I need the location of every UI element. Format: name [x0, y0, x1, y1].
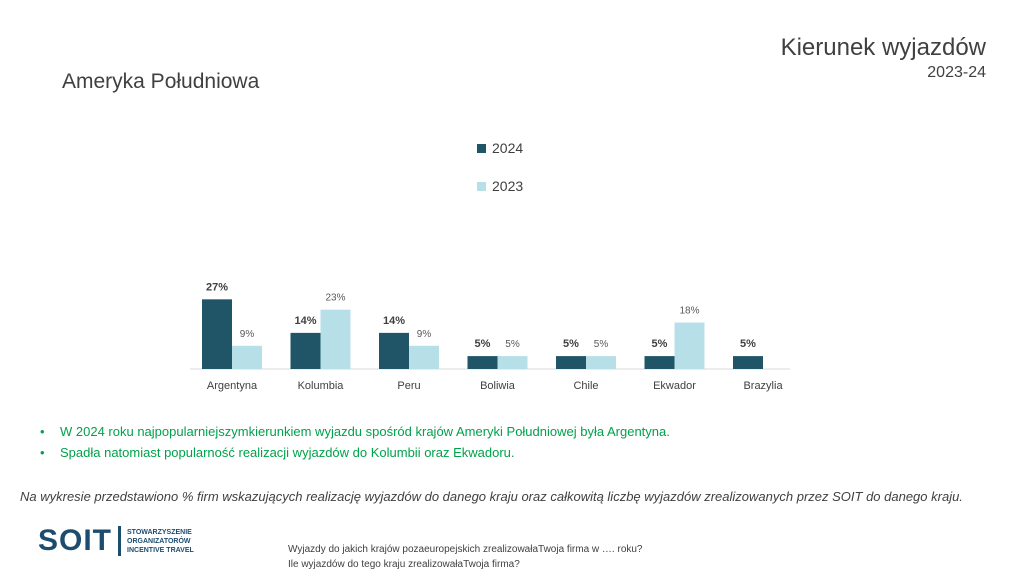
data-label-2024-kolumbia: 14%	[294, 315, 316, 327]
logo-line: STOWARZYSZENIE	[127, 528, 192, 536]
page-title: Kierunek wyjazdów	[780, 34, 986, 61]
data-label-2023-argentyna: 9%	[240, 329, 255, 340]
bar-2024-ekwador	[644, 356, 675, 369]
data-label-2024-chile: 5%	[563, 338, 579, 350]
soit-logo: SOIT STOWARZYSZENIE ORGANIZATORÓW INCENT…	[38, 526, 194, 556]
bar-2024-kolumbia	[290, 332, 321, 369]
category-label-chile: Chile	[573, 380, 598, 392]
category-label-ekwador: Ekwador	[653, 380, 696, 392]
summary-bullets: • W 2024 roku najpopularniejszymkierunkie…	[38, 421, 670, 463]
logo-line: INCENTIVE TRAVEL	[127, 546, 194, 554]
bar-2023-chile	[586, 356, 616, 369]
logo-wordmark: SOIT	[38, 524, 113, 557]
bullet-dot: •	[40, 424, 45, 439]
data-label-2024-peru: 14%	[383, 315, 405, 327]
bar-2023-boliwia	[497, 356, 528, 369]
data-label-2023-chile: 5%	[594, 339, 609, 350]
bar-chart: 27% 9% Argentyna 14% 23% Kolumbia 14% 9% Peru 5% 5…	[190, 281, 790, 392]
data-label-2024-boliwia: 5%	[475, 338, 491, 350]
legend-item-2023: 2023	[477, 176, 523, 196]
survey-question: Wyjazdy do jakich krajów pozaeuropejskic…	[288, 542, 643, 572]
legend-label-2023: 2023	[492, 178, 524, 194]
region-heading: Ameryka Południowa	[62, 70, 260, 93]
bar-2024-peru	[379, 332, 409, 369]
legend-item-2024: 2024	[477, 138, 523, 158]
question-line: Ile wyjazdów do tego kraju zrealizowałaT…	[288, 559, 520, 570]
page-subtitle: 2023-24	[927, 64, 986, 81]
bullet-item: • Spadła natomiast popularność realizacji…	[38, 442, 670, 463]
bar-2024-chile	[556, 356, 586, 369]
bullet-dot: •	[40, 445, 45, 460]
logo-line: ORGANIZATORÓW	[127, 537, 191, 545]
category-label-kolumbia: Kolumbia	[298, 380, 345, 392]
data-label-2023-ekwador: 18%	[679, 306, 699, 317]
legend-swatch-2023	[477, 181, 486, 191]
data-label-2024-argentyna: 27%	[206, 281, 228, 293]
bar-2023-kolumbia	[320, 309, 351, 369]
category-label-brazylia: Brazylia	[743, 380, 783, 392]
bar-2023-ekwador	[674, 322, 705, 369]
logo-caption: STOWARZYSZENIE ORGANIZATORÓW INCENTIVE T…	[127, 528, 194, 555]
chart-legend: 2024 2023	[477, 138, 523, 214]
legend-label-2024: 2024	[492, 140, 524, 156]
data-label-2023-boliwia: 5%	[505, 339, 520, 350]
data-label-2023-kolumbia: 23%	[325, 293, 345, 304]
bar-2023-argentyna	[232, 345, 262, 369]
category-label-argentyna: Argentyna	[207, 380, 258, 392]
data-label-2023-peru: 9%	[417, 329, 432, 340]
category-label-boliwia: Boliwia	[480, 380, 516, 392]
bar-2024-argentyna	[202, 299, 232, 369]
bar-2024-brazylia	[733, 356, 763, 369]
bar-2024-boliwia	[467, 356, 498, 369]
bullet-text: W 2024 roku najpopularniejszymkierunkiem…	[60, 424, 670, 439]
category-label-peru: Peru	[397, 380, 420, 392]
legend-swatch-2024	[477, 143, 486, 153]
bullet-text: Spadła natomiast popularność realizacji …	[60, 445, 515, 460]
data-label-2024-brazylia: 5%	[740, 338, 756, 350]
bar-2023-peru	[409, 345, 439, 369]
question-line: Wyjazdy do jakich krajów pozaeuropejskic…	[288, 544, 643, 555]
data-label-2024-ekwador: 5%	[652, 338, 668, 350]
chart-note: Na wykresie przedstawiono % firm wskazuj…	[20, 489, 963, 504]
logo-divider	[118, 526, 122, 556]
bullet-item: • W 2024 roku najpopularniejszymkierunkie…	[38, 421, 670, 442]
